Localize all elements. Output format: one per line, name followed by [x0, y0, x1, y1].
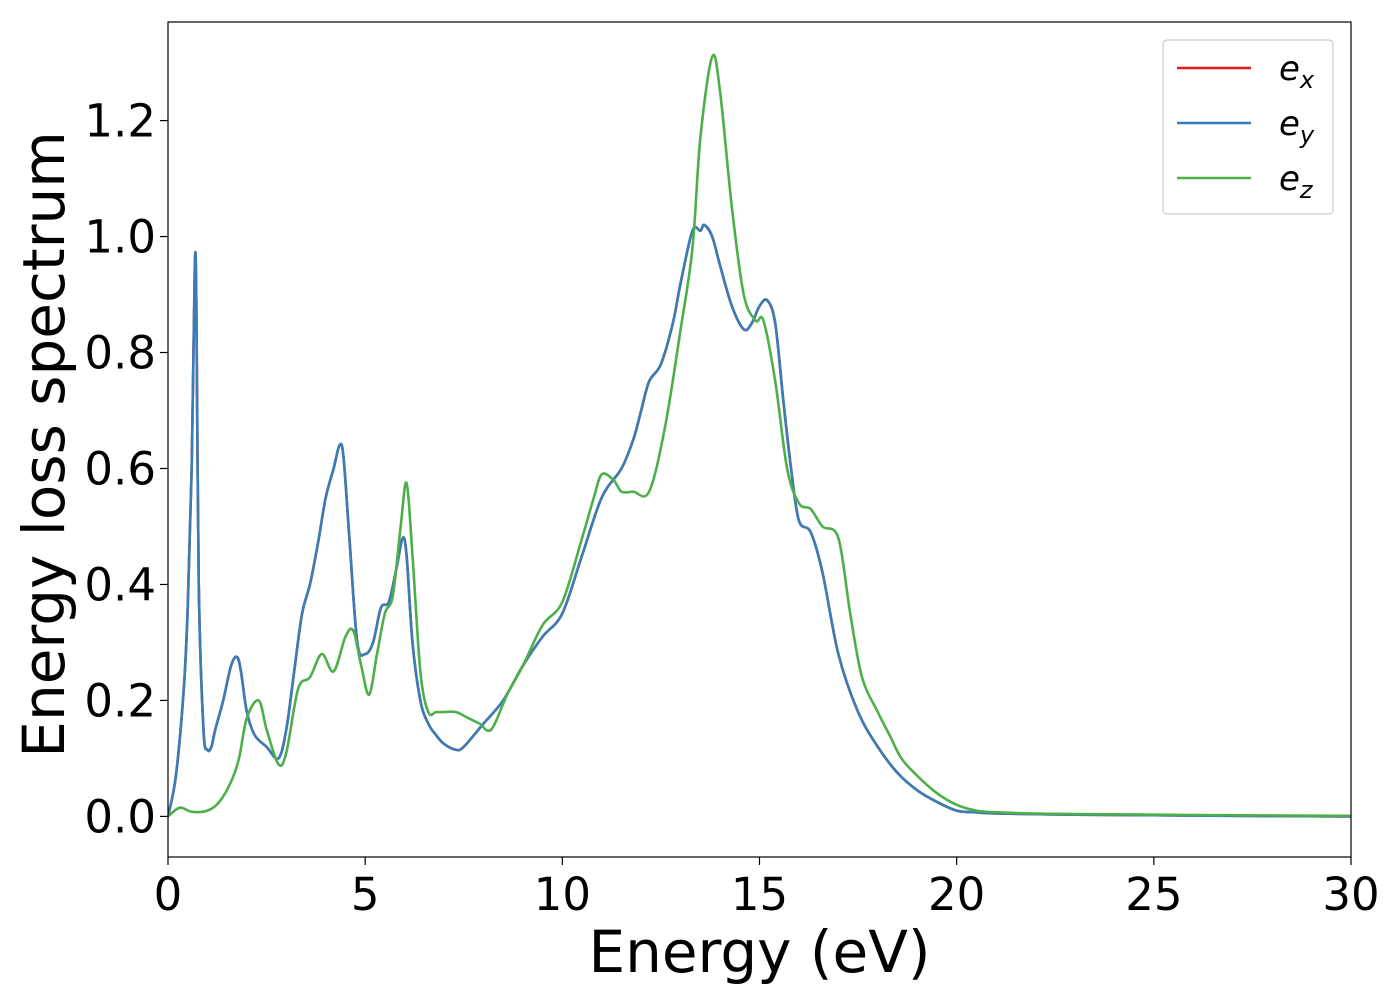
x-tick-label: 5 [351, 868, 380, 921]
y-tick-label: 0.2 [84, 674, 156, 727]
x-tick-label: 30 [1322, 868, 1379, 921]
y-axis-label: Energy loss spectrum [10, 131, 78, 757]
x-tick-label: 0 [154, 868, 183, 921]
legend-label-z: ez [1279, 159, 1314, 204]
x-tick-label: 25 [1125, 868, 1182, 921]
x-tick-label: 10 [534, 868, 591, 921]
series-line-z [168, 53, 1351, 818]
x-axis: 0 5 10 15 20 25 30 [154, 857, 1380, 921]
y-tick-label: 0.6 [84, 442, 156, 495]
legend-label-y: ey [1279, 104, 1315, 149]
y-axis: 0.0 0.2 0.4 0.6 0.8 1.0 1.2 [84, 95, 168, 843]
legend-box [1162, 39, 1334, 215]
series-layer [168, 53, 1351, 818]
x-axis-label: Energy (eV) [588, 918, 930, 986]
series-line-y [168, 223, 1351, 818]
x-tick-label: 15 [731, 868, 788, 921]
y-tick-label: 1.2 [84, 95, 156, 148]
legend: ex ey ez [1162, 39, 1334, 215]
y-tick-label: 0.8 [84, 327, 156, 380]
legend-label-x: ex [1279, 49, 1315, 94]
y-tick-label: 0.4 [84, 558, 156, 611]
y-tick-label: 0.0 [84, 790, 156, 843]
y-tick-label: 1.0 [84, 211, 156, 264]
series-line-x [168, 223, 1351, 818]
x-tick-label: 20 [928, 868, 985, 921]
